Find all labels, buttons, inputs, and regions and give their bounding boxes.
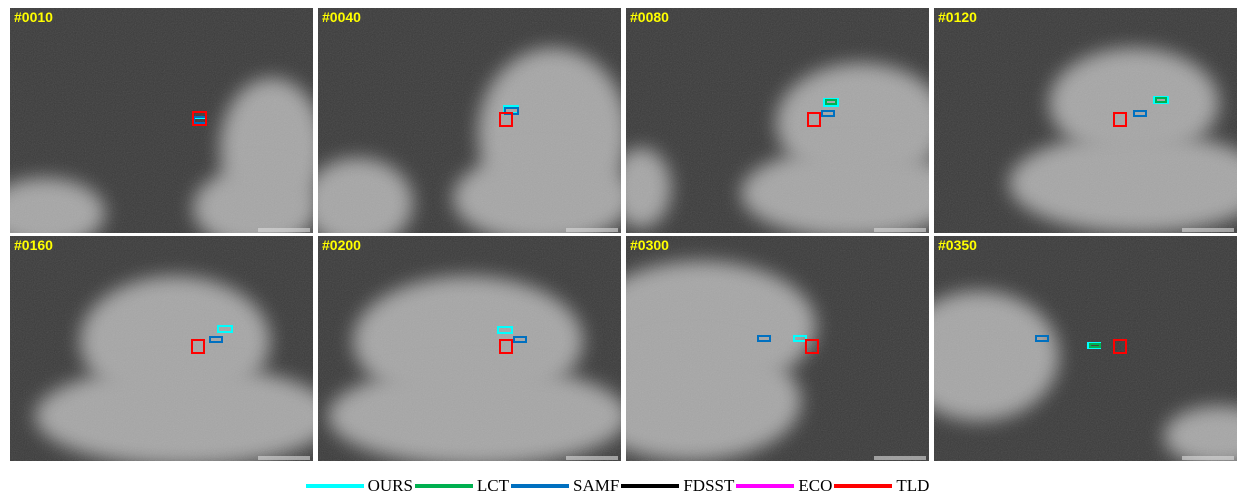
noise	[10, 236, 313, 461]
legend-item: FDSST	[621, 476, 736, 496]
legend-label: OURS	[368, 476, 413, 496]
noise	[318, 236, 621, 461]
noise	[626, 236, 929, 461]
watermark	[1182, 456, 1234, 460]
legend-label: LCT	[477, 476, 509, 496]
legend-label: TLD	[896, 476, 929, 496]
legend-swatch	[306, 484, 364, 488]
legend-item: OURS	[306, 476, 415, 496]
noise	[318, 8, 621, 233]
noise	[934, 8, 1237, 233]
noise	[10, 8, 313, 233]
frame-panel: #0080	[611, 8, 961, 238]
frame-label: #0120	[938, 9, 977, 25]
frame-panel: #0350	[899, 236, 1237, 466]
frame-label: #0200	[322, 237, 361, 253]
watermark	[258, 228, 310, 232]
figure: #0010 #0040 #0080 #0120 #0160 #0200 #0300 #0350	[0, 0, 1237, 470]
watermark	[566, 456, 618, 460]
legend-item: LCT	[415, 476, 511, 496]
frame-label: #0080	[630, 9, 669, 25]
legend-swatch	[621, 484, 679, 488]
frame-panel: #0160	[10, 236, 335, 466]
legend-swatch	[834, 484, 892, 488]
frame-label: #0160	[14, 237, 53, 253]
watermark	[874, 228, 926, 232]
legend-label: FDSST	[683, 476, 734, 496]
legend-item: ECO	[736, 476, 834, 496]
watermark	[566, 228, 618, 232]
legend-swatch	[736, 484, 794, 488]
frame-panel: #0040	[303, 8, 633, 248]
frame-panel: #0120	[934, 8, 1237, 233]
legend-label: SAMF	[573, 476, 619, 496]
legend-item: TLD	[834, 476, 931, 496]
legend: OURS LCT SAMF FDSST ECO TLD	[0, 476, 1237, 496]
legend-item: SAMF	[511, 476, 621, 496]
frame-panel: #0010	[0, 8, 324, 248]
noise	[626, 8, 929, 233]
frame-label: #0040	[322, 9, 361, 25]
frame-label: #0010	[14, 9, 53, 25]
noise	[934, 236, 1237, 461]
frame-panel: #0200	[318, 236, 628, 466]
frame-panel: #0300	[581, 236, 929, 461]
watermark	[874, 456, 926, 460]
frame-label: #0350	[938, 237, 977, 253]
legend-label: ECO	[798, 476, 832, 496]
frame-label: #0300	[630, 237, 669, 253]
watermark	[258, 456, 310, 460]
page: #0010 #0040 #0080 #0120 #0160 #0200 #0300 #0350…	[0, 0, 1237, 496]
legend-swatch	[511, 484, 569, 488]
legend-swatch	[415, 484, 473, 488]
watermark	[1182, 228, 1234, 232]
